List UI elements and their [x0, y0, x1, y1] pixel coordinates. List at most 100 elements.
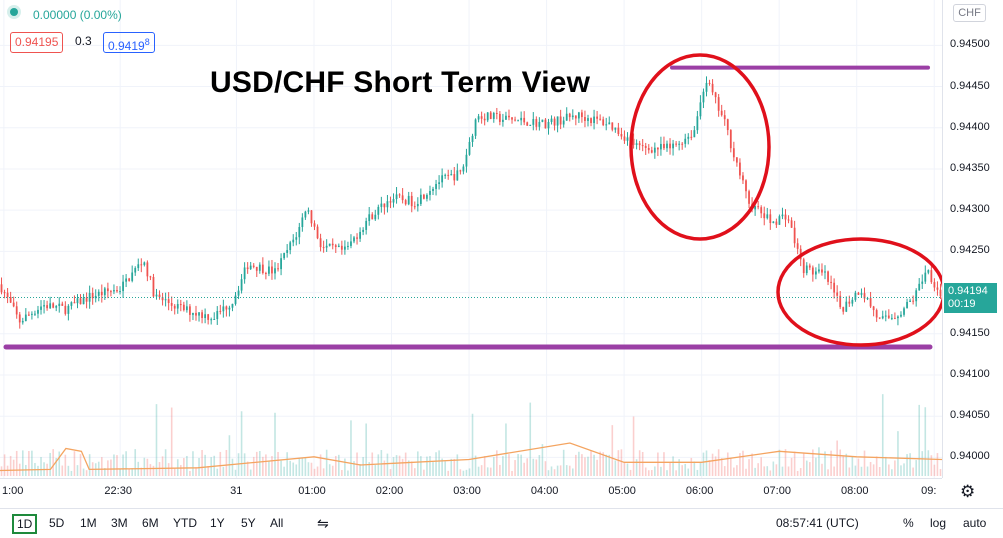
candle-body — [64, 305, 67, 314]
volume-bar — [204, 454, 206, 476]
candle-body — [708, 82, 711, 84]
candle-body — [836, 292, 839, 296]
candle-body — [705, 82, 708, 92]
candle-body — [784, 214, 787, 220]
candle-body — [43, 305, 45, 307]
time-axis[interactable]: 1:00 22:30 31 01:00 02:00 03:00 04:00 05:00 06:0… — [0, 478, 942, 504]
ask-price[interactable]: 0.94198 — [103, 32, 155, 53]
candle-body — [70, 302, 73, 306]
percent-toggle[interactable]: % — [903, 516, 914, 530]
volume-bar — [368, 462, 371, 476]
candle-body — [3, 292, 6, 294]
candle-body — [887, 315, 890, 318]
candle-body — [502, 119, 504, 122]
volume-bar — [131, 468, 133, 476]
volume-bar — [571, 468, 574, 476]
bid-price[interactable]: 0.94195 — [10, 32, 64, 53]
volume-bar — [377, 454, 380, 476]
volume-bar — [581, 454, 583, 476]
candle-body — [626, 137, 629, 141]
volume-bar — [502, 456, 504, 476]
log-toggle[interactable]: log — [930, 516, 947, 530]
time-tick-label: 22:30 — [104, 485, 132, 497]
timeframe-5d[interactable]: 5D — [49, 516, 65, 530]
volume-bar — [739, 453, 741, 476]
volume-bar — [544, 461, 547, 476]
time-tick-label: 01:00 — [298, 485, 326, 497]
chart-area[interactable] — [0, 0, 942, 478]
candle-body — [170, 303, 173, 306]
volume-bar — [720, 458, 723, 476]
timeframe-1d[interactable]: 1D — [12, 514, 38, 534]
candle-body — [277, 268, 279, 270]
candle-body — [88, 292, 91, 302]
volume-bar — [638, 450, 641, 476]
candle-body — [432, 188, 434, 191]
volume-bar — [386, 453, 389, 476]
candle-body — [94, 295, 97, 299]
volume-bar — [702, 452, 705, 476]
timeframe-5y[interactable]: 5Y — [241, 516, 256, 530]
candle-body — [365, 220, 368, 230]
candle-body — [498, 113, 501, 122]
candle-body — [456, 170, 459, 181]
candle-body — [872, 306, 875, 311]
timeframe-all[interactable]: All — [270, 516, 284, 530]
timeframe-3m[interactable]: 3M — [111, 516, 128, 530]
timeframe-ytd[interactable]: YTD — [173, 516, 197, 530]
candle-body — [884, 315, 887, 317]
candle-body — [222, 306, 225, 312]
volume-bar — [274, 412, 276, 476]
volume-bar — [751, 453, 753, 476]
price-axis[interactable]: 0.94500 0.94450 0.94400 0.94350 0.94300 0.942… — [942, 0, 1003, 478]
candle-body — [371, 214, 374, 220]
candle-body — [726, 119, 729, 131]
candle-body — [511, 117, 513, 120]
volume-bar — [587, 456, 589, 476]
volume-bar — [562, 449, 565, 476]
candle-body — [805, 265, 808, 274]
volume-bar — [262, 456, 264, 476]
candle-body — [189, 306, 191, 315]
candle-body — [814, 271, 817, 275]
volume-bar — [511, 470, 513, 476]
volume-bar — [723, 466, 726, 476]
time-tick-label: 31 — [230, 485, 243, 497]
volume-bar — [173, 468, 176, 476]
candle-body — [122, 281, 124, 292]
timeframe-1y[interactable]: 1Y — [210, 516, 225, 530]
candle-body — [544, 119, 547, 129]
calendar-range-icon[interactable]: ⇋ — [317, 515, 329, 531]
candle-body — [46, 305, 48, 309]
volume-bar — [465, 469, 468, 476]
volume-bar — [417, 451, 419, 476]
volume-bar — [3, 454, 6, 476]
auto-toggle[interactable]: auto — [963, 516, 987, 530]
gear-icon[interactable]: ⚙ — [960, 482, 976, 501]
timeframe-6m[interactable]: 6M — [142, 516, 159, 530]
volume-bar — [930, 455, 933, 476]
candle-body — [58, 303, 61, 307]
utc-clock[interactable]: 08:57:41 (UTC) — [776, 516, 859, 530]
candle-body — [353, 237, 355, 242]
volume-bar — [61, 465, 64, 476]
currency-label[interactable]: CHF — [953, 4, 986, 22]
volume-bar — [450, 458, 453, 476]
candle-body — [140, 264, 143, 266]
volume-bar — [672, 456, 674, 476]
volume-bar — [228, 435, 231, 476]
candle-body — [374, 214, 377, 220]
timeframe-1m[interactable]: 1M — [80, 516, 97, 530]
candle-body — [681, 143, 684, 145]
volume-bar — [742, 450, 744, 476]
candle-body — [192, 312, 194, 315]
candle-body — [465, 154, 468, 167]
candles — [0, 76, 942, 329]
candle-body — [368, 214, 371, 221]
candle-body — [559, 116, 562, 125]
candle-body — [289, 242, 292, 251]
volume-bar — [158, 462, 161, 476]
candle-body — [237, 290, 240, 296]
price-chart[interactable] — [0, 0, 942, 478]
candle-body — [149, 276, 152, 278]
